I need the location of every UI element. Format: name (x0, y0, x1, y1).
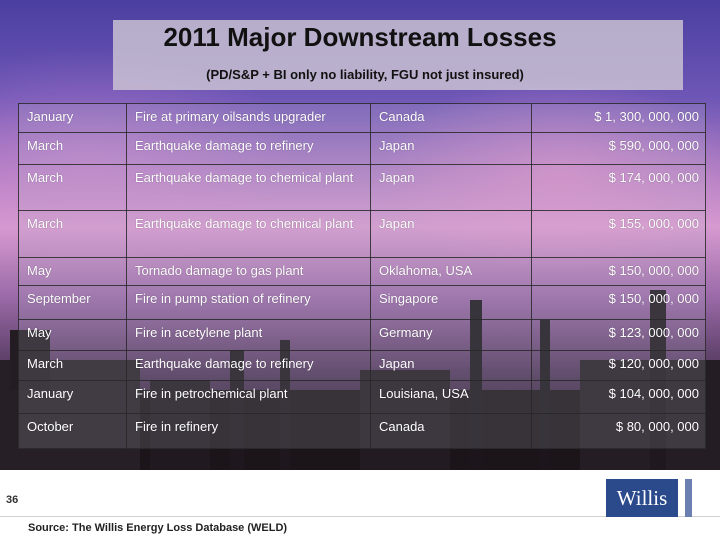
amount-cell: $ 123, 000, 000 (531, 319, 706, 351)
location-cell: Japan (370, 164, 532, 211)
event-cell: Fire in acetylene plant (126, 319, 371, 351)
location-cell: Japan (370, 350, 532, 381)
location-cell: Japan (370, 210, 532, 258)
location-cell: Louisiana, USA (370, 380, 532, 414)
amount-cell: $ 120, 000, 000 (531, 350, 706, 381)
month-cell: March (18, 164, 127, 211)
location-cell: Japan (370, 132, 532, 165)
losses-table: January Fire at primary oilsands upgrade… (18, 103, 706, 449)
event-cell: Fire in petrochemical plant (126, 380, 371, 414)
table-row: March Earthquake damage to refinery Japa… (18, 350, 706, 381)
slide-title: 2011 Major Downstream Losses (163, 22, 557, 52)
table-row: October Fire in refinery Canada $ 80, 00… (18, 413, 706, 449)
event-cell: Earthquake damage to chemical plant (126, 210, 371, 258)
month-cell: March (18, 210, 127, 258)
amount-cell: $ 80, 000, 000 (531, 413, 706, 449)
month-cell: October (18, 413, 127, 449)
event-cell: Earthquake damage to refinery (126, 132, 371, 165)
amount-cell: $ 1, 300, 000, 000 (531, 103, 706, 133)
amount-cell: $ 150, 000, 000 (531, 285, 706, 320)
footer-divider (0, 516, 720, 517)
willis-logo: Willis (606, 479, 678, 517)
event-cell: Fire in refinery (126, 413, 371, 449)
source-note: Source: The Willis Energy Loss Database … (28, 522, 288, 534)
month-cell: September (18, 285, 127, 320)
amount-cell: $ 150, 000, 000 (531, 257, 706, 286)
table-row: January Fire at primary oilsands upgrade… (18, 103, 706, 133)
location-cell: Oklahoma, USA (370, 257, 532, 286)
event-cell: Fire in pump station of refinery (126, 285, 371, 320)
month-cell: March (18, 132, 127, 165)
title-band (113, 20, 683, 90)
month-cell: January (18, 380, 127, 414)
location-cell: Singapore (370, 285, 532, 320)
page-number: 36 (6, 494, 19, 506)
month-cell: May (18, 319, 127, 351)
month-cell: March (18, 350, 127, 381)
event-cell: Earthquake damage to refinery (126, 350, 371, 381)
slide-subtitle: (PD/S&P + BI only no liability, FGU not … (206, 67, 524, 82)
table-row: March Earthquake damage to chemical plan… (18, 210, 706, 258)
footer-bar (0, 470, 720, 540)
table-row: September Fire in pump station of refine… (18, 285, 706, 320)
table-row: March Earthquake damage to chemical plan… (18, 164, 706, 211)
table-row: March Earthquake damage to refinery Japa… (18, 132, 706, 165)
event-cell: Earthquake damage to chemical plant (126, 164, 371, 211)
logo-accent-bar (685, 479, 692, 517)
table-row: January Fire in petrochemical plant Loui… (18, 380, 706, 414)
month-cell: May (18, 257, 127, 286)
table-row: May Fire in acetylene plant Germany $ 12… (18, 319, 706, 351)
event-cell: Tornado damage to gas plant (126, 257, 371, 286)
amount-cell: $ 155, 000, 000 (531, 210, 706, 258)
month-cell: January (18, 103, 127, 133)
table-row: May Tornado damage to gas plant Oklahoma… (18, 257, 706, 286)
location-cell: Canada (370, 413, 532, 449)
location-cell: Canada (370, 103, 532, 133)
amount-cell: $ 104, 000, 000 (531, 380, 706, 414)
event-cell: Fire at primary oilsands upgrader (126, 103, 371, 133)
amount-cell: $ 590, 000, 000 (531, 132, 706, 165)
amount-cell: $ 174, 000, 000 (531, 164, 706, 211)
location-cell: Germany (370, 319, 532, 351)
